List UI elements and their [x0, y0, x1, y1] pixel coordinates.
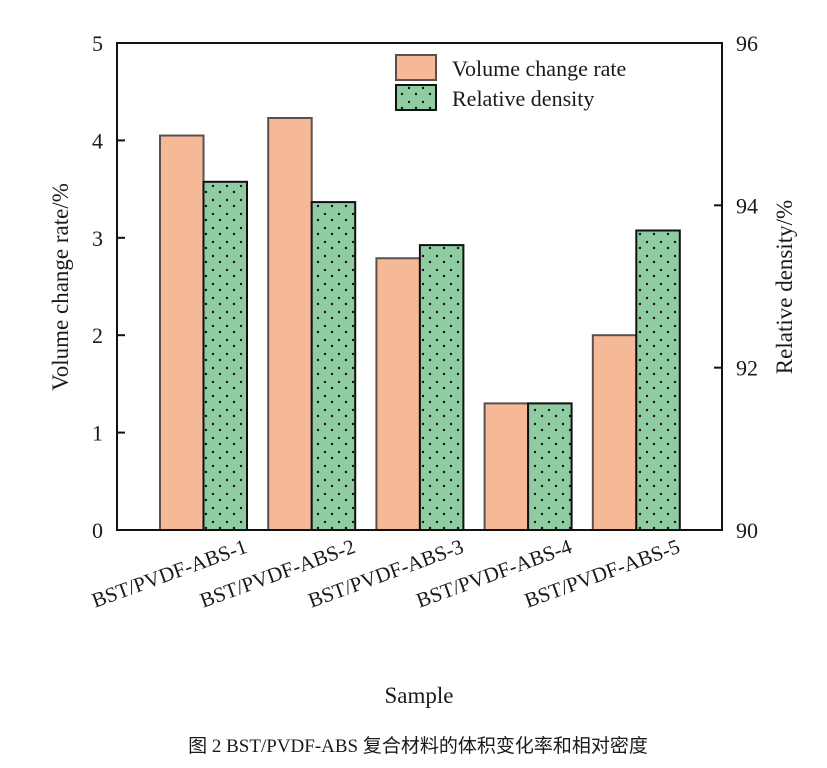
y-tick-label: 1 [92, 421, 103, 446]
y-tick-label: 0 [92, 518, 103, 543]
legend-label-density: Relative density [452, 86, 594, 111]
bar-volume-change-rate [159, 134, 205, 531]
y2-tick-label: 90 [736, 518, 758, 543]
bar-volume-change-rate [267, 116, 313, 532]
plot-frame [116, 42, 723, 531]
legend-swatch-volume [395, 54, 437, 81]
bar-relative-density [310, 201, 357, 531]
y2-axis-label: Relative density/% [772, 200, 797, 374]
y-tick-label: 3 [92, 226, 103, 251]
bar-relative-density [418, 244, 465, 531]
bar-relative-density [527, 402, 573, 532]
bar-relative-density [635, 229, 681, 531]
legend-swatch-density [395, 84, 437, 111]
legend: Volume change rate Relative density [395, 54, 626, 111]
y-tick-label: 5 [92, 31, 103, 56]
y2-tick-label: 96 [736, 31, 758, 56]
legend-label-volume: Volume change rate [452, 56, 626, 81]
y-tick-label: 2 [92, 323, 103, 348]
bar-volume-change-rate [483, 402, 530, 532]
bar-volume-change-rate [591, 334, 638, 532]
bar-volume-change-rate [375, 257, 421, 531]
figure-caption: 图 2 BST/PVDF-ABS 复合材料的体积变化率和相对密度 [188, 735, 648, 757]
y-axis-label: Volume change rate/% [48, 183, 73, 391]
y2-tick-label: 94 [736, 193, 758, 218]
x-axis-label: Sample [385, 683, 454, 708]
bar-relative-density [202, 180, 248, 531]
y-tick-label: 4 [92, 128, 103, 153]
y2-tick-label: 92 [736, 356, 758, 381]
